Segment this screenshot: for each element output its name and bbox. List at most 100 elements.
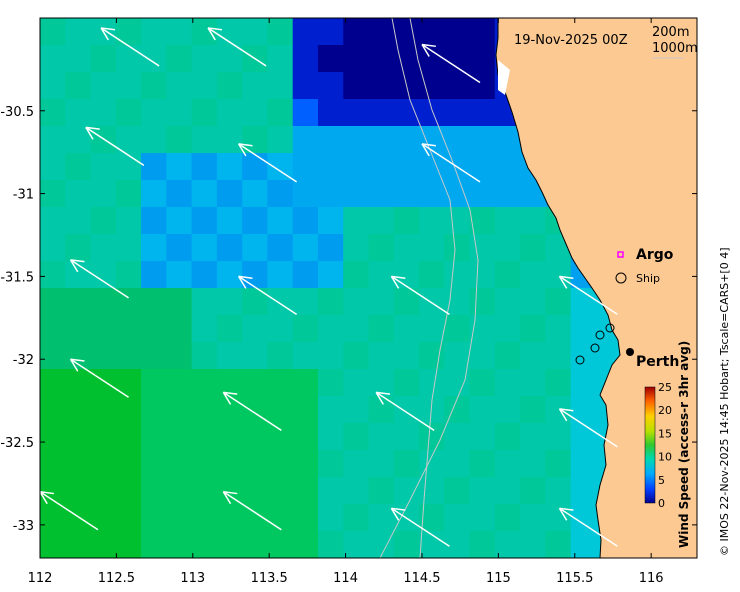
wind-cell [216,261,243,289]
wind-cell [368,423,395,451]
wind-cell [216,477,243,505]
wind-cell [90,126,117,154]
wind-cell [166,207,193,235]
wind-cell [368,153,395,181]
wind-cell [494,477,521,505]
wind-cell [419,72,445,100]
wind-cell [40,126,66,154]
wind-cell [115,207,142,235]
wind-cell [191,477,218,505]
colorbar-tick-label: 5 [658,474,665,487]
wind-cell [292,450,319,478]
lon-tick-label: 113.5 [251,571,288,586]
wind-arrow [375,391,435,431]
wind-cell [368,288,395,316]
wind-cell [368,180,395,208]
wind-arrow [40,490,99,531]
wind-cell [520,261,546,289]
wind-cell [141,153,167,181]
wind-cell [90,45,117,73]
wind-cell [469,99,496,127]
wind-cell [545,261,572,289]
place-label-perth: Perth [636,354,679,370]
wind-cell [343,99,370,127]
wind-cell [520,531,546,558]
wind-cell [545,504,572,532]
wind-cell [317,18,344,46]
wind-cell [166,261,193,289]
wind-cell [115,396,142,424]
wind-cell [191,315,218,343]
wind-cell [494,261,521,289]
wind-cell [343,450,370,478]
wind-cell [419,369,445,397]
wind-cell [267,234,294,262]
perth-marker [626,348,634,356]
ship-marker[interactable] [595,330,605,340]
wind-cell [292,315,319,343]
wind-cell [292,153,319,181]
wind-cell [317,288,344,316]
wind-cell [90,99,117,127]
wind-cell [90,342,117,370]
wind-cell [141,531,167,558]
wind-cell [166,45,193,73]
ship-marker[interactable] [605,323,615,333]
wind-cell [216,288,243,316]
wind-cell [570,315,597,343]
wind-cell [90,288,117,316]
wind-cell [343,315,370,343]
wind-cell [444,180,471,208]
latitude-ticks: -30.5 -31 -31.5 -32 -32.5 -33 [0,105,697,534]
ship-legend-icon [615,272,627,284]
wind-cell [65,207,92,235]
wind-cell [191,261,218,289]
wind-cell [115,315,142,343]
wind-cell [444,99,471,127]
wind-cell [166,180,193,208]
wind-cell [469,18,496,46]
wind-cell [368,99,395,127]
wind-cell [65,423,92,451]
wind-cell [343,342,370,370]
wind-cell [570,423,597,451]
wind-cell [444,531,471,558]
wind-cell [141,288,167,316]
wind-cell [216,450,243,478]
wind-cell [520,477,546,505]
wind-cell [90,423,117,451]
wind-arrow [421,43,481,84]
wind-cell [343,369,370,397]
wind-cell [520,234,546,262]
wind-cell [40,153,66,181]
ship-marker[interactable] [590,343,600,353]
wind-cell [216,72,243,100]
wind-cell [242,288,269,316]
wind-cell [191,342,218,370]
wind-cell [393,99,420,127]
wind-arrow [558,408,618,448]
wind-cell [141,207,167,235]
wind-cell [191,396,218,424]
wind-cell [393,153,420,181]
wind-cell [393,207,420,235]
wind-cell [65,72,92,100]
wind-cell [216,342,243,370]
wind-cell [317,45,344,73]
coastal-fringe [498,60,510,95]
ship-marker[interactable] [575,355,585,365]
wind-cell [191,45,218,73]
lat-tick-label: -33 [13,519,34,534]
wind-cell [317,180,344,208]
wind-cell [115,531,142,558]
wind-cell [216,234,243,262]
wind-cell [65,369,92,397]
wind-cell [343,423,370,451]
wind-cell [368,72,395,100]
lat-tick-label: -30.5 [0,105,34,120]
wind-cell [545,315,572,343]
wind-cell [216,126,243,154]
wind-cell [115,180,142,208]
wind-cell [368,234,395,262]
wind-cell [494,153,521,181]
